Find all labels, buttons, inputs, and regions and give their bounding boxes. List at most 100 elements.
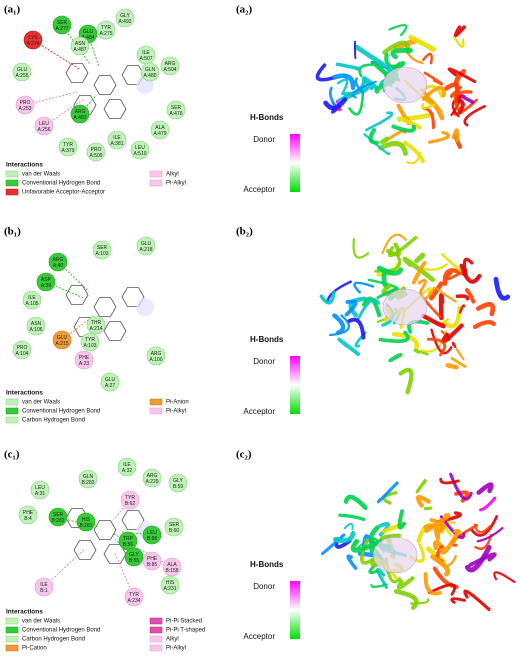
ribbon [427,583,457,596]
legend-label: van der Waals [22,619,60,625]
residue-id: A:39 [41,283,52,289]
legend-swatch [5,398,19,406]
residue [86,315,106,335]
ribbon [338,513,366,522]
ribbon [391,124,417,133]
legend-swatch [5,635,19,643]
residue-id: A:215 [55,341,68,347]
ribbon [352,238,370,259]
residue-id: A:507 [139,56,152,62]
ribbon [354,44,385,67]
hbond-donor: Donor [253,135,275,144]
residue [70,36,90,56]
residue [22,290,42,310]
ribbon [393,589,419,610]
residue-id: A:510 [133,151,146,157]
residue-name: LEU [147,530,157,536]
residue-id: A:275 [99,31,112,37]
residue [52,330,72,350]
hbond-title: H-Bonds [250,560,284,569]
ribbon [423,572,442,596]
ribbon [337,337,361,357]
residue [164,517,184,537]
residue-id: B:56 [123,542,134,548]
panel-label: (b₂) [236,226,253,238]
ribbon [332,313,346,336]
residue [107,130,127,150]
legend-swatch [149,170,163,178]
ribbon [413,348,429,356]
ligand-ring [65,63,89,83]
ribbon [428,281,444,301]
residue [86,142,106,162]
hbond-donor: Donor [253,357,275,366]
ribbon [360,538,375,565]
residue-id: A:504 [163,67,176,73]
ribbon [351,80,377,99]
ribbon [420,102,436,110]
ribbon [417,278,427,293]
residue-id: A:218 [139,247,152,253]
ribbon [353,281,375,294]
residue [34,577,54,597]
legend-label: Alkyl [166,637,179,643]
ribbon [363,76,379,91]
ligand-halo [136,298,154,316]
residue-name: ALA [167,562,177,568]
ribbon [452,34,465,48]
residue [140,62,160,82]
residue-name: GLU [141,241,152,247]
residue-name: LEU [39,121,49,127]
residue-id: A:104 [15,351,28,357]
hbond-title: H-Bonds [250,335,284,344]
ligand-ring [103,99,127,119]
residue [78,469,98,489]
legend-label: Pi-Pi T-shaped [166,628,205,634]
legend-label: Carbon Hydrogen Bond [22,418,85,424]
residue-name: ARG [151,351,162,357]
ribbon [442,305,462,329]
ribbon [423,71,444,86]
residue-id: A:234 [127,598,140,604]
residue-name: PHE [79,355,90,361]
residue-name: GLU [57,335,68,341]
residue-id: A:32 [122,468,133,474]
ribbon [390,47,413,60]
ribbon [421,85,446,101]
residue [142,525,162,545]
ribbon [473,523,492,534]
ribbon [459,93,475,104]
legend-label: Carbon Hydrogen Bond [22,637,85,643]
ribbon [391,332,419,352]
ribbon [451,341,457,349]
residue [146,346,166,366]
ribbon [348,296,367,318]
residue-id: B:1 [40,588,48,594]
ligand-pocket [382,288,428,326]
residue [23,30,43,50]
ligand-ring [93,297,117,317]
residue-id: A:253 [18,106,31,112]
residue-id: A:23 [79,361,90,367]
residue-id: A:476 [169,111,182,117]
ribbon [441,323,464,344]
panel-label: (a₁) [4,4,20,16]
residue-name: ALA [155,125,165,131]
legend-swatch [5,617,19,625]
ribbon [384,52,402,69]
residue-name: ASP [41,277,52,283]
ribbon [468,552,497,567]
ligand-ring [73,95,97,115]
interaction-line [85,521,99,528]
ribbon [459,263,482,284]
ribbon [379,136,389,145]
interaction-line [32,39,81,70]
hbond-gradient [290,134,300,192]
residue [166,100,186,120]
ribbon [493,571,516,584]
legend-swatch [149,617,163,625]
residue-name: ARG [165,61,176,67]
ribbon [405,112,435,121]
ribbon [459,304,466,314]
ribbon [329,314,351,337]
